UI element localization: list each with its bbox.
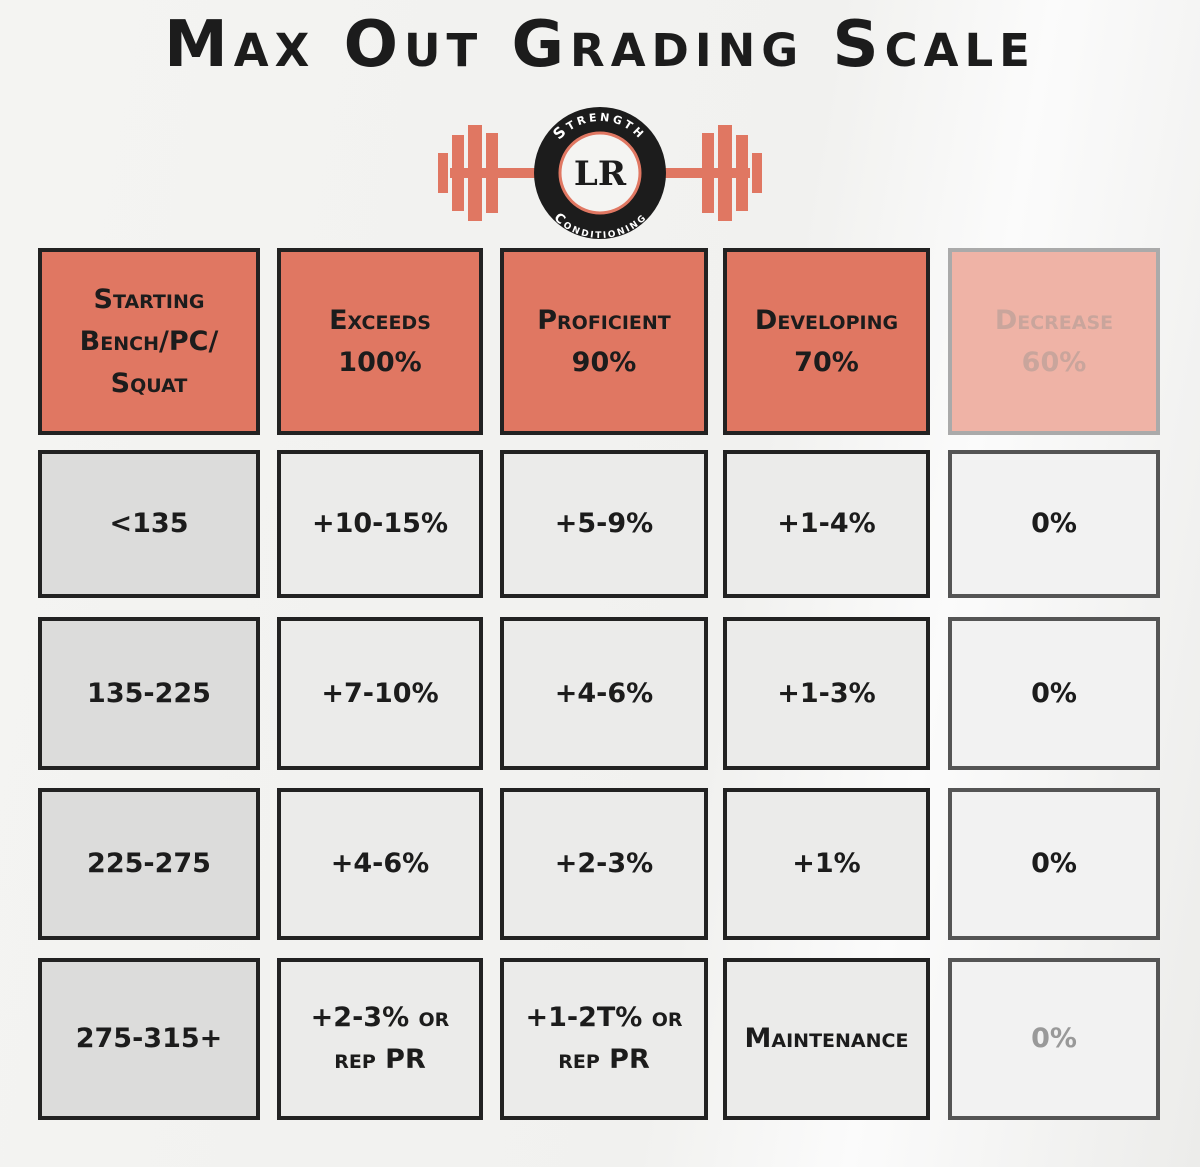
header-percent: 70%	[794, 346, 859, 378]
table-cell: +1%	[723, 788, 930, 940]
table-cell: 0%	[948, 450, 1160, 598]
header-cell: Decrease 60%	[948, 248, 1160, 435]
logo: Strength Conditioning LR	[438, 107, 762, 242]
table-cell: +4-6%	[277, 788, 483, 940]
header-percent: 100%	[338, 346, 422, 378]
header-label: Developing	[754, 304, 899, 336]
header-percent: 90%	[571, 346, 637, 378]
header-label: Starting Bench/PC/ Squat	[79, 283, 219, 399]
table-cell: Maintenance	[723, 958, 930, 1120]
header-label: Proficient	[537, 304, 671, 336]
table-cell: 0%	[948, 788, 1160, 940]
table-cell: +5-9%	[500, 450, 708, 598]
header-cell: Exceeds 100%	[277, 248, 483, 435]
header-cell: Developing 70%	[723, 248, 930, 435]
table-cell: +2-3% or rep PR	[277, 958, 483, 1120]
table-cell: 0%	[948, 958, 1160, 1120]
table-cell: +7-10%	[277, 617, 483, 770]
table-cell: 275-315+	[38, 958, 260, 1120]
table-cell: +4-6%	[500, 617, 708, 770]
table-cell: <135	[38, 450, 260, 598]
table-cell: 0%	[948, 617, 1160, 770]
header-cell: Starting Bench/PC/ Squat	[38, 248, 260, 435]
table-cell: +1-4%	[723, 450, 930, 598]
table-cell: +10-15%	[277, 450, 483, 598]
header-label: Exceeds	[329, 304, 431, 336]
table-cell: +1-2T% or rep PR	[500, 958, 708, 1120]
header-percent: 60%	[1021, 346, 1087, 378]
logo-monogram: LR	[574, 154, 627, 194]
header-cell: Proficient 90%	[500, 248, 708, 435]
title: Max Out Grading Scale	[164, 8, 1036, 82]
table-cell: 225-275	[38, 788, 260, 940]
header-label: Decrease	[994, 304, 1114, 336]
table-cell: +2-3%	[500, 788, 708, 940]
table-cell: 135-225	[38, 617, 260, 770]
table-cell: +1-3%	[723, 617, 930, 770]
